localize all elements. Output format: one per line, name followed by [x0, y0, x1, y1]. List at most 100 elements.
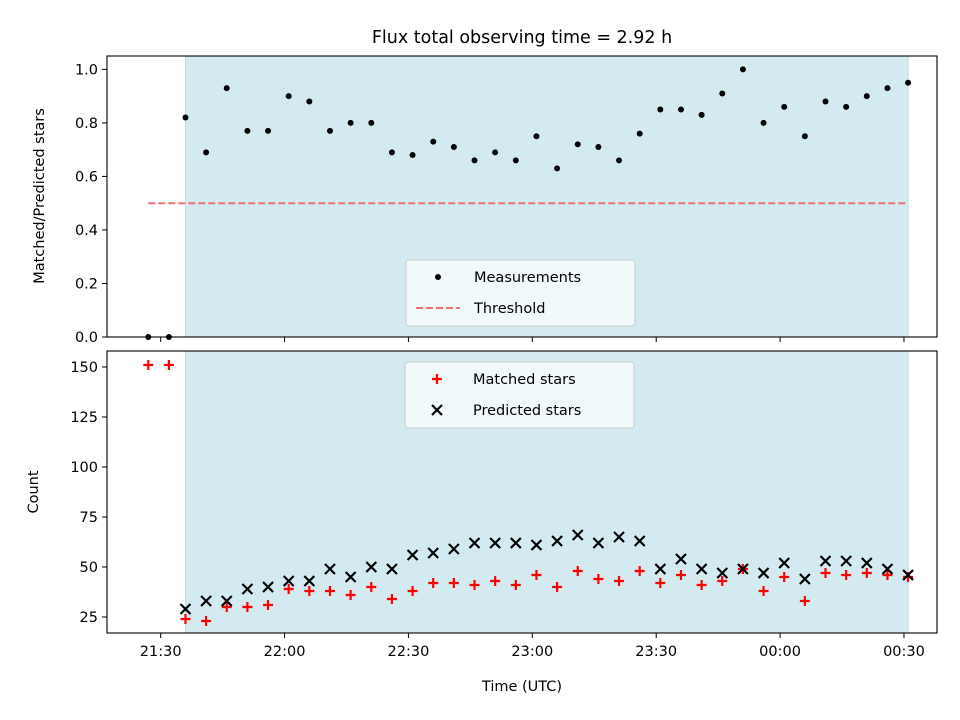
legend-label: Threshold	[473, 301, 545, 317]
legend-label: Matched stars	[473, 372, 576, 388]
x-tick-label: 22:30	[388, 644, 430, 660]
measurement-point	[347, 119, 354, 126]
y-tick-label: 75	[80, 510, 98, 526]
measurement-point	[533, 133, 540, 140]
matched-star-point	[510, 580, 521, 590]
measurement-point	[760, 119, 767, 126]
measurement-point	[326, 127, 333, 134]
y-tick-label: 0.8	[75, 116, 98, 132]
predicted-star-point	[282, 575, 295, 587]
matched-star-point	[143, 360, 154, 370]
matched-star-point	[469, 580, 480, 590]
predicted-star-point	[386, 563, 398, 575]
predicted-star-point	[633, 535, 646, 547]
predicted-star-point	[757, 567, 770, 579]
y-tick-label: 1.0	[75, 62, 98, 78]
measurement-point	[636, 130, 643, 137]
matched-star-point	[696, 580, 707, 590]
matched-star-point	[614, 576, 625, 586]
matched-star-point	[861, 568, 872, 578]
predicted-star-point	[406, 549, 419, 561]
matched-star-point	[655, 578, 666, 588]
x-tick-label: 00:30	[883, 644, 925, 660]
matched-star-point	[552, 582, 563, 592]
predicted-star-point	[592, 537, 605, 549]
bottom-x-axis-label: Time (UTC)	[481, 679, 562, 695]
predicted-star-point	[510, 537, 522, 549]
legend-box	[405, 259, 636, 327]
predicted-star-point	[344, 571, 357, 583]
top-panel: 0.0 0.2 0.4 0.6 0.8 1.0 Measurements Threshold	[75, 55, 938, 346]
y-tick-label: 125	[70, 410, 98, 426]
matched-star-point	[163, 360, 174, 370]
predicted-star-point	[902, 569, 914, 581]
measurement-point	[616, 157, 623, 164]
x-tick-label: 00:00	[759, 644, 801, 660]
measurement-point	[843, 103, 850, 110]
predicted-star-point	[448, 543, 460, 555]
measurement-point	[595, 143, 602, 150]
predicted-star-point	[881, 563, 894, 575]
y-tick-label: 0.2	[75, 276, 98, 292]
x-tick-label: 22:00	[264, 644, 306, 660]
predicted-star-point	[571, 529, 584, 541]
predicted-star-point	[324, 563, 336, 575]
measurement-point	[492, 149, 499, 156]
measurement-point	[368, 119, 375, 126]
matched-star-point	[820, 568, 831, 578]
predicted-star-point	[262, 581, 274, 593]
y-tick-label: 0.4	[75, 223, 98, 239]
legend: Matched stars Predicted stars	[404, 361, 635, 429]
y-tick-label: 25	[80, 610, 98, 626]
measurement-point	[512, 157, 519, 164]
predicted-star-point	[654, 563, 667, 575]
x-tick-label: 21:30	[140, 644, 182, 660]
measurement-point	[430, 138, 437, 145]
matched-star-point	[263, 600, 274, 610]
measurement-point	[905, 79, 912, 86]
measurement-point	[554, 165, 561, 172]
matched-star-point	[201, 616, 212, 626]
legend-measurement-swatch	[435, 274, 441, 280]
measurement-point	[223, 85, 230, 92]
predicted-star-point	[303, 575, 316, 587]
matched-star-point	[841, 570, 852, 580]
matched-star-point	[180, 614, 191, 624]
matched-star-point	[799, 596, 810, 606]
predicted-star-point	[241, 583, 254, 595]
measurement-point	[285, 93, 292, 100]
matched-star-point	[572, 566, 583, 576]
measurement-point	[182, 114, 189, 121]
matched-star-point	[407, 586, 418, 596]
measurement-point	[574, 141, 581, 148]
matched-star-point	[324, 586, 335, 596]
measurement-point	[698, 111, 705, 118]
predicted-star-point	[695, 563, 708, 575]
measurement-point	[739, 66, 746, 73]
x-tick-label: 23:30	[635, 644, 677, 660]
matched-star-point	[593, 574, 604, 584]
measurement-point	[719, 90, 726, 97]
predicted-star-point	[613, 531, 625, 543]
measurement-point	[388, 149, 395, 156]
measurement-point	[265, 127, 272, 134]
top-y-axis-label: Matched/Predicted stars	[32, 108, 48, 284]
matched-star-point	[386, 594, 397, 604]
matched-star-point	[531, 570, 542, 580]
matched-star-point	[758, 586, 769, 596]
matched-star-point	[490, 576, 501, 586]
matched-star-point	[283, 584, 294, 594]
matched-star-point	[448, 578, 459, 588]
legend-label: Predicted stars	[473, 403, 581, 419]
measurement-point	[822, 98, 829, 105]
predicted-star-point	[861, 557, 873, 569]
chart-title: Flux total observing time = 2.92 h	[372, 28, 672, 48]
y-tick-label: 0.6	[75, 169, 98, 185]
predicted-star-point	[551, 535, 563, 547]
matched-star-point	[428, 578, 439, 588]
measurement-point	[801, 133, 808, 140]
predicted-star-point	[489, 537, 501, 549]
predicted-star-point	[220, 595, 233, 607]
measurement-point	[677, 106, 684, 113]
